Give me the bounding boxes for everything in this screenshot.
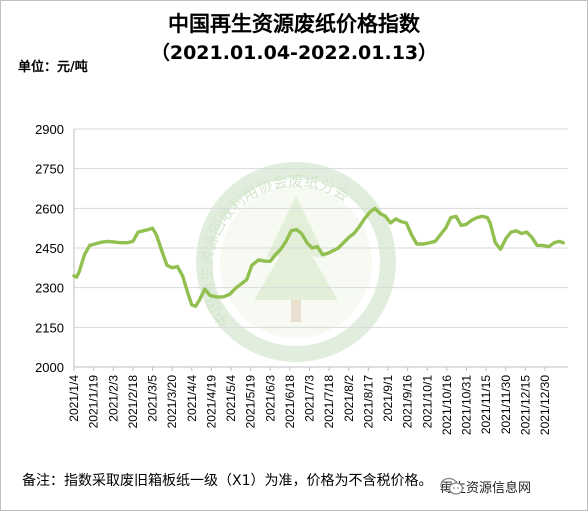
y-tick-label: 2000	[35, 360, 64, 375]
x-tick-label: 2021/12/30	[538, 375, 552, 435]
x-tick-label: 2021/7/18	[322, 375, 336, 429]
x-tick-label: 2021/1/4	[67, 375, 81, 422]
y-tick-label: 2900	[35, 122, 64, 137]
x-tick-label: 2021/12/15	[518, 375, 532, 435]
watermark-logo: 中国再生资源回收利用协会废纸分会	[196, 162, 396, 362]
footnote: 备注：指数采取废旧箱板纸一级（X1）为准，价格为不含税价格。	[22, 473, 433, 489]
watermark-ring	[196, 162, 396, 362]
x-tick-label: 2021/6/3	[263, 375, 277, 422]
y-tick-label: 2300	[35, 281, 64, 296]
watermark-trunk	[291, 300, 301, 322]
x-tick-label: 2021/9/16	[401, 375, 415, 429]
x-tick-label: 2021/5/4	[224, 375, 238, 422]
wechat-icon	[440, 477, 464, 495]
x-tick-label: 2021/10/16	[440, 375, 454, 435]
wechat-account-label: 再生资源信息网	[440, 481, 532, 496]
y-tick-label: 2150	[35, 320, 64, 335]
y-tick-label: 2450	[35, 241, 64, 256]
x-tick-label: 2021/4/19	[204, 375, 218, 429]
x-tick-label: 2021/7/3	[303, 375, 317, 422]
x-tick-label: 2021/4/4	[185, 375, 199, 422]
chart-subtitle: （2021.01.04-2022.01.13）	[150, 42, 438, 64]
x-tick-label: 2021/1/19	[87, 375, 101, 429]
y-tick-label: 2600	[35, 201, 64, 216]
y-tick-label: 2750	[35, 162, 64, 177]
x-tick-label: 2021/3/20	[165, 375, 179, 429]
x-tick-label: 2021/8/2	[342, 375, 356, 422]
x-tick-label: 2021/3/5	[146, 375, 160, 422]
x-tick-label: 2021/9/1	[381, 375, 395, 422]
x-tick-label: 2021/6/18	[283, 375, 297, 429]
x-tick-label: 2021/10/1	[420, 375, 434, 429]
chart-title: 中国再生资源废纸价格指数	[168, 12, 420, 36]
price-index-line	[72, 206, 565, 308]
x-tick-label: 2021/5/19	[244, 375, 258, 429]
x-tick-label: 2021/11/30	[499, 375, 513, 434]
wechat-badge: 再生资源信息网	[440, 477, 531, 496]
x-tick-label: 2021/8/17	[361, 375, 375, 429]
unit-label: 单位：元/吨	[18, 60, 88, 75]
x-tick-label: 2021/2/3	[106, 375, 120, 422]
x-tick-label: 2021/10/31	[460, 375, 474, 435]
x-tick-label: 2021/11/15	[479, 375, 493, 434]
x-tick-label: 2021/2/18	[126, 375, 140, 429]
